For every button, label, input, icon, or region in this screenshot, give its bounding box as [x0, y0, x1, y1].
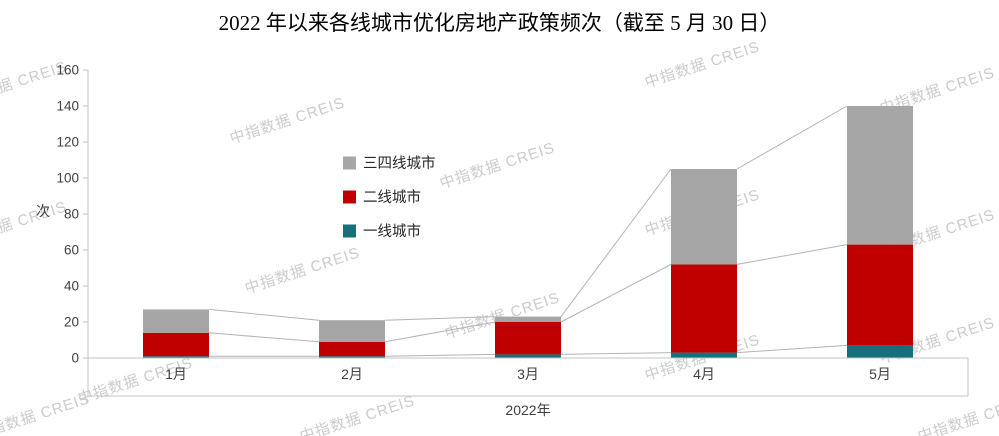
- legend-swatch: [343, 224, 356, 238]
- bar-segment: [319, 356, 385, 358]
- y-axis-unit-label: 次: [36, 203, 50, 219]
- x-tick-label: 3月: [517, 366, 539, 382]
- y-tick-label: 100: [56, 171, 79, 186]
- y-tick-label: 20: [64, 315, 79, 330]
- series-line: [560, 263, 672, 323]
- legend-label: 二线城市: [363, 189, 421, 206]
- x-tick-label: 2月: [341, 366, 363, 382]
- y-tick-label: 40: [64, 279, 79, 294]
- x-axis-year-label: 2022年: [505, 402, 550, 418]
- legend-swatch: [343, 156, 356, 170]
- bar-segment: [143, 309, 209, 333]
- y-tick-label: 120: [56, 135, 79, 150]
- x-tick-label: 1月: [165, 366, 187, 382]
- bar-segment: [671, 264, 737, 353]
- y-tick-label: 140: [56, 99, 79, 114]
- bar-segment: [847, 345, 913, 358]
- bar-segment: [319, 320, 385, 342]
- series-line: [384, 321, 496, 343]
- legend-label: 三四线城市: [363, 155, 436, 172]
- bar-segment: [671, 169, 737, 265]
- bar-segment: [495, 316, 561, 322]
- bar-segment: [143, 332, 209, 357]
- bar-segment: [847, 106, 913, 245]
- chart-title: 2022 年以来各线城市优化房地产政策频次（截至 5 月 30 日）: [218, 11, 781, 35]
- bar-segment: [319, 341, 385, 357]
- series-line: [736, 105, 848, 170]
- bar-segment: [495, 322, 561, 355]
- series-line: [208, 308, 320, 321]
- series-line: [208, 332, 320, 343]
- legend-swatch: [343, 190, 356, 204]
- series-line: [736, 344, 848, 354]
- y-tick-label: 0: [71, 351, 79, 366]
- bar-segment: [671, 352, 737, 358]
- bar-segment: [847, 244, 913, 346]
- series-line: [560, 352, 672, 355]
- y-tick-label: 80: [64, 207, 79, 222]
- bar-segment: [495, 354, 561, 358]
- series-line: [736, 244, 848, 265]
- y-tick-label: 160: [56, 63, 79, 78]
- x-tick-label: 4月: [693, 366, 715, 382]
- x-tick-label: 5月: [869, 366, 891, 382]
- bar-segment: [143, 356, 209, 358]
- legend-label: 一线城市: [363, 223, 421, 240]
- series-line: [384, 316, 496, 321]
- y-tick-label: 60: [64, 243, 79, 258]
- series-line: [384, 353, 496, 357]
- series-line: [560, 168, 672, 317]
